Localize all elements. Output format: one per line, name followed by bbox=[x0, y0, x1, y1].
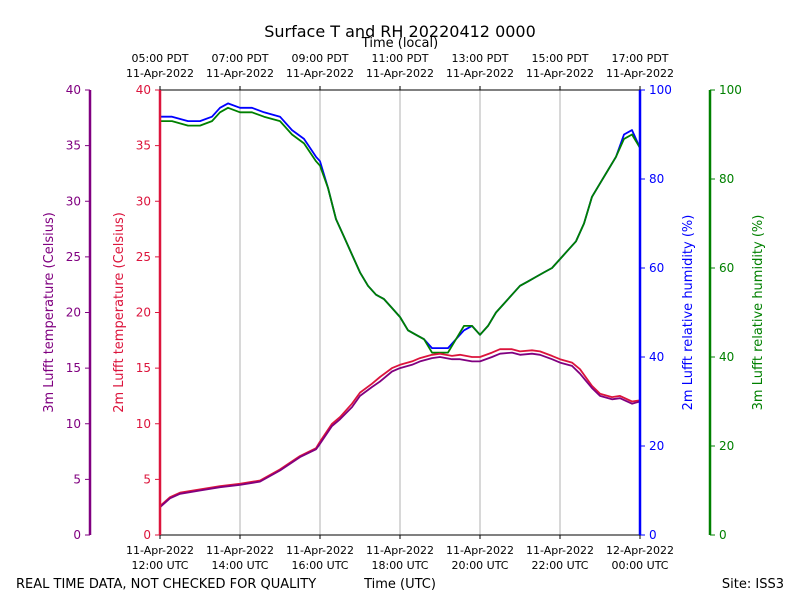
local-tick-time-4: 13:00 PDT bbox=[451, 52, 508, 65]
axis-tick-label-rh3m-4: 80 bbox=[719, 172, 734, 186]
local-tick-time-5: 15:00 PDT bbox=[531, 52, 588, 65]
utc-tick-time-3: 18:00 UTC bbox=[371, 559, 428, 572]
axis-tick-label-rh2m-3: 60 bbox=[649, 261, 664, 275]
axes: 0 5 10 15 20 25 30 35 40 3m Lufft temperature (Ce… bbox=[42, 83, 766, 542]
utc-tick-time-2: 16:00 UTC bbox=[291, 559, 348, 572]
axis-tick-label-rh2m-5: 100 bbox=[649, 83, 672, 97]
utc-tick-time-6: 00:00 UTC bbox=[611, 559, 668, 572]
local-tick-date-6: 11-Apr-2022 bbox=[606, 67, 674, 80]
axis-tick-label-t2m-7: 35 bbox=[136, 139, 151, 153]
axis-tick-label-t3m-0: 0 bbox=[73, 528, 81, 542]
local-tick-time-0: 05:00 PDT bbox=[131, 52, 188, 65]
series-line-t3m bbox=[159, 351, 641, 508]
axis-tick-label-t2m-5: 25 bbox=[136, 250, 151, 264]
quality-disclaimer: REAL TIME DATA, NOT CHECKED FOR QUALITY bbox=[16, 577, 316, 592]
time-axes: 11-Apr-2022 12:00 UTC 11-Apr-2022 14:00 UTC… bbox=[126, 52, 674, 572]
axis-tick-label-rh2m-2: 40 bbox=[649, 350, 664, 364]
axis-tick-label-t3m-7: 35 bbox=[66, 139, 81, 153]
utc-tick-time-0: 12:00 UTC bbox=[131, 559, 188, 572]
chart-title: Surface T and RH 20220412 0000 bbox=[264, 22, 536, 41]
utc-tick-date-0: 11-Apr-2022 bbox=[126, 544, 194, 557]
axis-tick-label-t3m-4: 20 bbox=[66, 306, 81, 320]
axis-tick-label-t2m-0: 0 bbox=[143, 528, 151, 542]
axis-tick-label-t2m-2: 10 bbox=[136, 417, 151, 431]
axis-tick-label-rh2m-0: 0 bbox=[649, 528, 657, 542]
axis-tick-label-t3m-6: 30 bbox=[66, 194, 81, 208]
local-tick-time-1: 07:00 PDT bbox=[211, 52, 268, 65]
axis-tick-label-t2m-4: 20 bbox=[136, 306, 151, 320]
utc-tick-time-1: 14:00 UTC bbox=[211, 559, 268, 572]
utc-tick-date-4: 11-Apr-2022 bbox=[446, 544, 514, 557]
axis-title-t2m: 2m Lufft temperature (Celsius) bbox=[112, 212, 127, 413]
axis-title-rh3m: 3m Lufft relative humidity (%) bbox=[751, 215, 766, 411]
local-tick-date-4: 11-Apr-2022 bbox=[446, 67, 514, 80]
utc-tick-date-1: 11-Apr-2022 bbox=[206, 544, 274, 557]
local-tick-date-1: 11-Apr-2022 bbox=[206, 67, 274, 80]
utc-tick-date-2: 11-Apr-2022 bbox=[286, 544, 354, 557]
utc-tick-date-3: 11-Apr-2022 bbox=[366, 544, 434, 557]
utc-tick-date-5: 11-Apr-2022 bbox=[526, 544, 594, 557]
axis-tick-label-t2m-8: 40 bbox=[136, 83, 151, 97]
site-label: Site: ISS3 bbox=[722, 577, 784, 592]
series-lines bbox=[159, 102, 641, 508]
bottom-axis-title: Time (UTC) bbox=[363, 577, 436, 592]
series-line-rh3m bbox=[160, 106, 641, 354]
axis-tick-label-t3m-1: 5 bbox=[73, 472, 81, 486]
axis-tick-label-t3m-3: 15 bbox=[66, 361, 81, 375]
axis-title-rh2m: 2m Lufft relative humidity (%) bbox=[681, 215, 696, 411]
axis-tick-label-t2m-3: 15 bbox=[136, 361, 151, 375]
axis-tick-label-t2m-6: 30 bbox=[136, 194, 151, 208]
axis-tick-label-rh3m-2: 40 bbox=[719, 350, 734, 364]
local-tick-time-6: 17:00 PDT bbox=[611, 52, 668, 65]
axis-tick-label-t2m-1: 5 bbox=[143, 472, 151, 486]
local-tick-date-0: 11-Apr-2022 bbox=[126, 67, 194, 80]
axis-tick-label-rh3m-5: 100 bbox=[719, 83, 742, 97]
axis-tick-label-rh3m-3: 60 bbox=[719, 261, 734, 275]
utc-tick-time-5: 22:00 UTC bbox=[531, 559, 588, 572]
local-tick-date-5: 11-Apr-2022 bbox=[526, 67, 594, 80]
gridlines bbox=[239, 90, 561, 535]
utc-tick-date-6: 12-Apr-2022 bbox=[606, 544, 674, 557]
axis-title-t3m: 3m Lufft temperature (Celsius) bbox=[42, 212, 57, 413]
utc-tick-time-4: 20:00 UTC bbox=[451, 559, 508, 572]
axis-tick-label-rh2m-1: 20 bbox=[649, 439, 664, 453]
local-tick-time-3: 11:00 PDT bbox=[371, 52, 428, 65]
local-tick-date-3: 11-Apr-2022 bbox=[366, 67, 434, 80]
axis-tick-label-t3m-5: 25 bbox=[66, 250, 81, 264]
axis-tick-label-t3m-2: 10 bbox=[66, 417, 81, 431]
axis-tick-label-rh3m-1: 20 bbox=[719, 439, 734, 453]
top-axis-title: Time (local) bbox=[361, 36, 438, 51]
axis-tick-label-rh2m-4: 80 bbox=[649, 172, 664, 186]
series-line-t2m bbox=[159, 348, 641, 507]
axis-tick-label-t3m-8: 40 bbox=[66, 83, 81, 97]
local-tick-date-2: 11-Apr-2022 bbox=[286, 67, 354, 80]
local-tick-time-2: 09:00 PDT bbox=[291, 52, 348, 65]
axis-tick-label-rh3m-0: 0 bbox=[719, 528, 727, 542]
